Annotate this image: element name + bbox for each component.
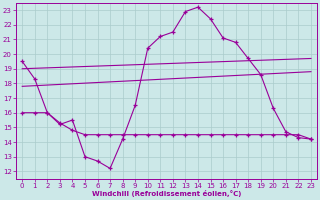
X-axis label: Windchill (Refroidissement éolien,°C): Windchill (Refroidissement éolien,°C): [92, 190, 241, 197]
